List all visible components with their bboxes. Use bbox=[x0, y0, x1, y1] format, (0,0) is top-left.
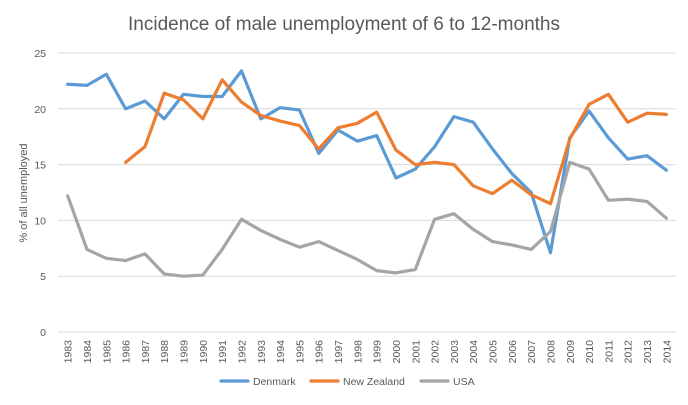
x-tick-label: 1996 bbox=[314, 340, 326, 364]
x-tick-label: 2006 bbox=[507, 340, 519, 364]
y-tick-label: 25 bbox=[34, 48, 46, 60]
y-axis-label: % of all unemployed bbox=[18, 143, 30, 242]
x-axis-ticks: 1983 1984 1985 1986 1987 1988 1989 1990 1991 1992… bbox=[63, 340, 674, 364]
x-tick-label: 2014 bbox=[661, 340, 673, 364]
x-tick-label: 2002 bbox=[430, 340, 442, 364]
x-tick-label: 1992 bbox=[236, 340, 248, 364]
legend-label-denmark: Denmark bbox=[253, 376, 296, 388]
x-tick-label: 2005 bbox=[488, 340, 500, 364]
x-tick-label: 1988 bbox=[159, 340, 171, 364]
x-tick-label: 1994 bbox=[275, 340, 287, 364]
legend: Denmark New Zealand USA bbox=[219, 376, 475, 388]
x-tick-label: 1999 bbox=[372, 340, 384, 364]
x-tick-label: 2011 bbox=[603, 340, 615, 363]
series-line-new-zealand bbox=[123, 78, 668, 206]
series-line-usa bbox=[66, 160, 668, 278]
x-tick-label: 1983 bbox=[63, 340, 75, 364]
y-tick-label: 20 bbox=[34, 104, 46, 116]
x-tick-label: 2001 bbox=[410, 340, 422, 364]
x-tick-label: 2010 bbox=[584, 340, 596, 364]
gridlines bbox=[58, 52, 676, 333]
plot-series bbox=[66, 69, 668, 278]
y-axis-ticks: 0 5 10 15 20 25 bbox=[34, 48, 46, 339]
x-tick-label: 2012 bbox=[623, 340, 635, 364]
x-tick-label: 1993 bbox=[256, 340, 268, 364]
legend-label-new-zealand: New Zealand bbox=[343, 376, 405, 388]
x-tick-label: 1991 bbox=[217, 340, 229, 364]
x-tick-label: 1985 bbox=[101, 340, 113, 364]
x-tick-label: 2009 bbox=[565, 340, 577, 364]
x-tick-label: 2008 bbox=[545, 340, 557, 364]
y-tick-label: 5 bbox=[40, 271, 46, 283]
y-tick-label: 10 bbox=[34, 215, 46, 227]
legend-label-usa: USA bbox=[453, 376, 475, 388]
x-tick-label: 1998 bbox=[352, 340, 364, 364]
x-tick-label: 1989 bbox=[179, 340, 191, 364]
x-tick-label: 2000 bbox=[391, 340, 403, 364]
x-tick-label: 2004 bbox=[468, 340, 480, 364]
x-tick-label: 1987 bbox=[140, 340, 152, 364]
x-tick-label: 1990 bbox=[198, 340, 210, 364]
series-line-denmark bbox=[66, 69, 668, 255]
y-tick-label: 15 bbox=[34, 160, 46, 172]
x-tick-label: 2003 bbox=[449, 340, 461, 364]
x-tick-label: 1986 bbox=[121, 340, 133, 364]
x-tick-label: 1995 bbox=[294, 340, 306, 364]
x-tick-label: 2007 bbox=[526, 340, 538, 364]
x-tick-label: 2013 bbox=[642, 340, 654, 364]
x-tick-label: 1984 bbox=[82, 340, 94, 364]
x-tick-label: 1997 bbox=[333, 340, 345, 364]
y-tick-label: 0 bbox=[40, 327, 46, 339]
chart-title: Incidence of male unemployment of 6 to 1… bbox=[128, 14, 560, 35]
